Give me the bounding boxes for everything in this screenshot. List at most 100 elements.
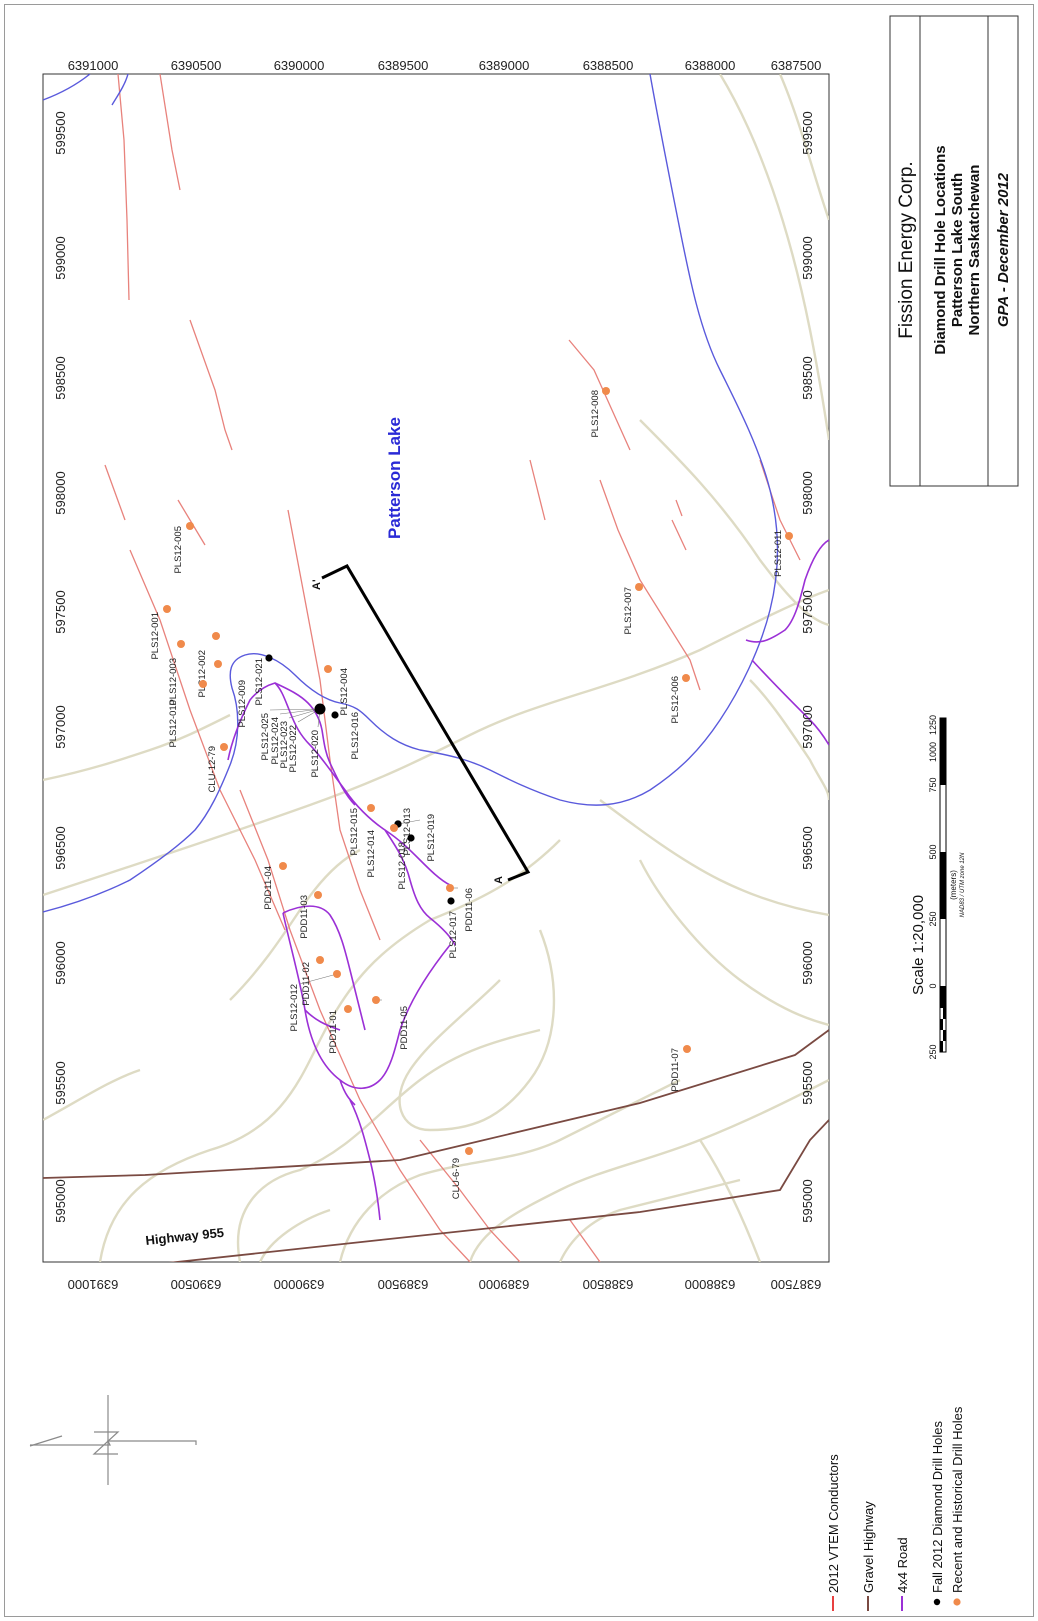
legend-label: 2012 VTEM Conductors	[826, 1454, 841, 1593]
drill-hole: PLS12-021	[254, 654, 273, 706]
drill-hole-label: PLS12-009	[237, 680, 248, 728]
scale-units: (meters)	[949, 870, 958, 900]
drill-hole-marker	[279, 862, 287, 870]
drill-hole-label: PLS12-020	[310, 730, 321, 778]
drill-hole-marker	[316, 956, 324, 964]
tick-label: 6389000	[479, 58, 530, 73]
tick-label: 6390500	[171, 1277, 222, 1292]
tick-label: 6390000	[274, 58, 325, 73]
scale-projection: NAD83 / UTM zone 12N	[960, 852, 966, 917]
tick-label: 595000	[800, 1179, 815, 1222]
drill-hole-marker	[177, 640, 185, 648]
drill-hole-label: PLS12-018	[397, 842, 408, 890]
tick-label: 6390500	[171, 58, 222, 73]
legend-label: Fall 2012 Diamond Drill Holes	[930, 1421, 945, 1593]
legend-label: 4x4 Road	[895, 1537, 910, 1593]
drill-hole: PLS12-002	[197, 632, 220, 698]
drill-hole: PDD11-04	[263, 862, 287, 910]
tick-label: 6387500	[771, 1277, 822, 1292]
drill-hole: PDD11-07	[670, 1045, 691, 1092]
tick-label: 596500	[800, 826, 815, 869]
highway-955	[43, 1029, 829, 1262]
drill-holes-layer: PLS12-008 PLS12-005 PLS12-011 PLS12-007 PLS1…	[150, 387, 793, 1199]
scale-tick: 0	[928, 983, 938, 988]
drill-hole: PLS12-015	[349, 804, 375, 856]
drill-hole-marker	[344, 1005, 352, 1013]
drill-hole: PDD11-02	[301, 956, 324, 1006]
drill-hole-leader	[397, 819, 421, 825]
drill-hole-marker	[333, 970, 341, 978]
drill-hole-marker	[372, 996, 380, 1004]
tick-label: 599500	[53, 111, 68, 154]
drill-hole-label: PLS12-023	[279, 721, 290, 769]
drill-hole-label: CLU-6-79	[451, 1158, 462, 1199]
drill-hole: PLS12-003	[168, 640, 185, 706]
drill-hole: PLS12-005	[173, 522, 194, 574]
drill-hole-label: PLS12-021	[254, 658, 265, 706]
drill-hole-marker	[324, 665, 332, 673]
drill-hole: PLS12-018	[397, 834, 415, 890]
legend-label: Recent and Historical Drill Holes	[950, 1406, 965, 1593]
drill-hole: PDD11-06	[446, 884, 475, 932]
drill-hole-marker	[163, 605, 171, 613]
map-panel: 595000 595500 596000 596500 597000 59750…	[42, 58, 830, 1292]
map-title-line3: Northern Saskatchewan	[966, 165, 983, 336]
drill-hole-marker	[635, 583, 643, 591]
drill-hole-label: PDD11-05	[399, 1006, 410, 1050]
legend-item: 2012 VTEM Conductors	[826, 1454, 841, 1611]
lake-label: Patterson Lake	[385, 417, 404, 539]
map-date: GPA - December 2012	[995, 172, 1012, 327]
tick-label: 6388500	[583, 58, 634, 73]
scale-tick: 1000	[928, 742, 938, 762]
drill-hole: PLS12-016	[331, 711, 361, 760]
tick-label: 6388000	[685, 1277, 736, 1292]
contour-lines	[43, 74, 829, 1262]
drill-hole-label: PLS12-008	[590, 390, 601, 438]
drill-hole-label: PDD11-04	[263, 866, 274, 910]
drill-hole-label: PDD11-03	[299, 895, 310, 939]
drill-hole-marker	[367, 804, 375, 812]
legend: 2012 VTEM Conductors Gravel Highway 4x4 …	[826, 1406, 965, 1611]
drill-hole-marker	[199, 680, 207, 688]
drill-hole-marker	[682, 674, 690, 682]
drill-hole-label: PLS12-001	[150, 612, 161, 660]
4x4-roads	[227, 539, 829, 1221]
drill-hole-label: PLS12-006	[670, 676, 681, 724]
drill-hole-label: PLS12-007	[623, 587, 634, 635]
drill-hole-label: PLS12-013	[402, 808, 413, 856]
drill-hole-label: PLS12-010	[168, 700, 179, 748]
tick-label: 6389500	[378, 58, 429, 73]
drill-hole: CLU-6-79	[451, 1147, 473, 1199]
tick-label: 598000	[800, 471, 815, 514]
drill-hole-label: PLS12-024	[270, 717, 281, 765]
legend-item: Gravel Highway	[861, 1501, 876, 1611]
drill-hole-label: PDD11-07	[670, 1048, 681, 1092]
drill-hole: CLU-12-79	[207, 743, 228, 792]
drill-hole-leader	[279, 708, 321, 715]
drill-hole-marker	[447, 897, 455, 905]
drill-hole-label: PLS12-004	[339, 668, 350, 716]
drill-hole-marker	[214, 660, 222, 668]
tick-label: 6389500	[378, 1277, 429, 1292]
drill-hole: PLS12-011	[773, 530, 793, 577]
drill-hole-label: PDD11-01	[328, 1010, 339, 1054]
drill-hole: PDD11-05	[372, 996, 410, 1050]
drill-hole: PDD11-01	[328, 1005, 352, 1054]
drill-hole-label: PLS12-017	[448, 911, 459, 959]
easting-ticks-bottom: 595000 595500 596000 596500 597000 59750…	[800, 111, 815, 1222]
drill-hole: PLS12-004	[324, 665, 350, 716]
drill-hole-marker	[390, 824, 398, 832]
scale-tick: 250	[928, 911, 938, 926]
scale-tick: 750	[928, 777, 938, 792]
tick-label: 598500	[800, 356, 815, 399]
drill-hole-label: PLS12-015	[349, 808, 360, 856]
drill-hole-label: PLS12-022	[288, 725, 299, 773]
drill-hole-label: PLS12-019	[426, 814, 437, 862]
scale-tick: 1250	[928, 715, 938, 735]
northing-ticks-top: 6391000 6390500 6390000 6389500 6389000 …	[68, 58, 822, 73]
northing-ticks-bottom: 6391000 6390500 6390000 6389500 6389000 …	[68, 1277, 822, 1292]
drill-hole-marker	[212, 632, 220, 640]
drill-hole: PLS12-001	[150, 605, 171, 660]
tick-label: 597500	[53, 590, 68, 633]
